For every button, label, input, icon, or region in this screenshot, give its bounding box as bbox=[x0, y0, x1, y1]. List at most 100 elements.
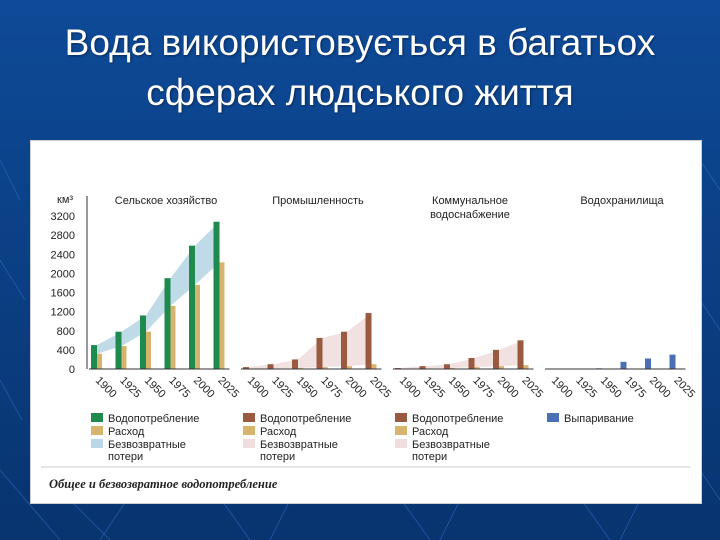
panel-title: Водохранилища bbox=[580, 195, 664, 207]
slide-title-line-2: сферах людського життя bbox=[146, 72, 574, 113]
consumption-bar bbox=[669, 354, 676, 369]
x-tick-label: 1900 bbox=[245, 375, 271, 401]
x-tick-label: 2025 bbox=[367, 375, 393, 401]
legend-label: Водопотребление bbox=[108, 413, 199, 425]
y-tick-label: 0 bbox=[69, 364, 75, 376]
y-tick-label: 1200 bbox=[51, 307, 75, 319]
y-tick-label: 2400 bbox=[51, 249, 75, 261]
legend-label: потери bbox=[260, 451, 295, 463]
legend-swatch bbox=[91, 439, 103, 448]
consumption-bar bbox=[292, 359, 298, 369]
x-tick-label: 2025 bbox=[519, 375, 545, 401]
x-tick-label: 1975 bbox=[470, 375, 496, 401]
x-tick-label: 1950 bbox=[598, 375, 624, 401]
consumption-bar bbox=[140, 315, 146, 369]
x-tick-label: 1900 bbox=[397, 375, 423, 401]
losses-band bbox=[401, 340, 524, 369]
x-tick-label: 2000 bbox=[191, 375, 217, 401]
consumption-bar bbox=[444, 364, 450, 369]
consumption-bar bbox=[316, 337, 323, 369]
x-tick-label: 2025 bbox=[215, 375, 241, 401]
legend-swatch bbox=[91, 413, 103, 422]
panel-title: Сельское хозяйство bbox=[115, 195, 217, 207]
y-axis-unit: км³ bbox=[57, 194, 73, 206]
x-tick-label: 1925 bbox=[421, 375, 447, 401]
legend-swatch bbox=[395, 439, 407, 448]
consumption-bar bbox=[645, 358, 651, 369]
chart-panel: км³ 0 400 800 1200 1600 2000 2400 2800 3200 Сельск… bbox=[30, 140, 702, 504]
legend-label: Расход bbox=[260, 426, 297, 438]
expense-bar bbox=[146, 331, 151, 369]
x-tick-label: 1900 bbox=[549, 375, 575, 401]
legend-swatch bbox=[395, 413, 407, 422]
y-tick-label: 800 bbox=[57, 326, 75, 338]
consumption-bar bbox=[517, 340, 524, 369]
panel-title: водоснабжение bbox=[430, 209, 510, 221]
expense-bar bbox=[499, 366, 504, 369]
legend-swatch bbox=[243, 439, 255, 448]
legend-label: потери bbox=[412, 451, 447, 463]
x-tick-label: 2000 bbox=[343, 375, 369, 401]
legend-swatch bbox=[243, 426, 255, 435]
expense-bar bbox=[97, 353, 102, 369]
expense-bar bbox=[523, 365, 529, 369]
expense-bar bbox=[371, 364, 377, 369]
x-tick-label: 1975 bbox=[318, 375, 344, 401]
legend-label: Выпаривание bbox=[564, 413, 634, 425]
legend-label: Расход bbox=[412, 426, 449, 438]
consumption-bar bbox=[91, 345, 97, 369]
legend-swatch bbox=[395, 426, 407, 435]
y-tick-label: 400 bbox=[57, 345, 75, 357]
legend-swatch bbox=[91, 426, 103, 435]
consumption-bar bbox=[468, 358, 475, 369]
chart-caption: Общее и безвозвратное водопотребление bbox=[49, 477, 278, 491]
x-tick-label: 1900 bbox=[93, 375, 119, 401]
consumption-bar bbox=[189, 245, 195, 369]
legend-swatch bbox=[547, 413, 559, 422]
expense-bar bbox=[474, 367, 480, 369]
legend-label: Водопотребление bbox=[412, 413, 503, 425]
legend-label: Водопотребление bbox=[260, 413, 351, 425]
x-tick-label: 2000 bbox=[647, 375, 673, 401]
panel-title: Коммунальное bbox=[432, 195, 508, 207]
consumption-bar bbox=[493, 349, 499, 369]
losses-band bbox=[97, 221, 220, 354]
consumption-bar bbox=[267, 364, 274, 369]
expense-bar bbox=[170, 305, 176, 369]
consumption-bar bbox=[419, 366, 426, 369]
expense-bar bbox=[195, 284, 200, 369]
x-tick-label: 1950 bbox=[294, 375, 320, 401]
legend-swatch bbox=[243, 413, 255, 422]
consumption-bar bbox=[164, 278, 171, 369]
legend-label: Безвозвратные bbox=[260, 439, 338, 451]
slide-title: Вода використовується в багатьох сферах … bbox=[20, 18, 700, 118]
consumption-bar bbox=[620, 361, 627, 369]
x-tick-label: 2025 bbox=[671, 375, 697, 401]
x-tick-label: 1925 bbox=[573, 375, 599, 401]
consumption-bar bbox=[213, 221, 220, 369]
slide-title-line-1: Вода використовується в багатьох bbox=[64, 22, 656, 63]
expense-bar bbox=[347, 366, 352, 369]
consumption-bar bbox=[243, 367, 249, 369]
consumption-bar bbox=[365, 313, 372, 369]
x-tick-label: 2000 bbox=[495, 375, 521, 401]
x-tick-label: 1950 bbox=[142, 375, 168, 401]
consumption-bar bbox=[115, 331, 122, 369]
legend-label: Безвозвратные bbox=[412, 439, 490, 451]
panel-title: Промышленность bbox=[272, 195, 364, 207]
expense-bar bbox=[219, 262, 225, 369]
water-use-chart: км³ 0 400 800 1200 1600 2000 2400 2800 3200 Сельск… bbox=[41, 194, 697, 468]
x-tick-label: 1925 bbox=[117, 375, 143, 401]
x-tick-label: 1950 bbox=[446, 375, 472, 401]
expense-bar bbox=[121, 346, 127, 369]
x-tick-label: 1925 bbox=[269, 375, 295, 401]
y-tick-label: 3200 bbox=[51, 211, 75, 223]
legend-label: Расход bbox=[108, 426, 145, 438]
legend-label: Безвозвратные bbox=[108, 439, 186, 451]
y-tick-label: 1600 bbox=[51, 288, 75, 300]
legend-label: потери bbox=[108, 451, 143, 463]
expense-bar bbox=[322, 367, 328, 369]
y-tick-label: 2800 bbox=[51, 230, 75, 242]
x-tick-label: 1975 bbox=[166, 375, 192, 401]
consumption-bar bbox=[341, 331, 347, 369]
